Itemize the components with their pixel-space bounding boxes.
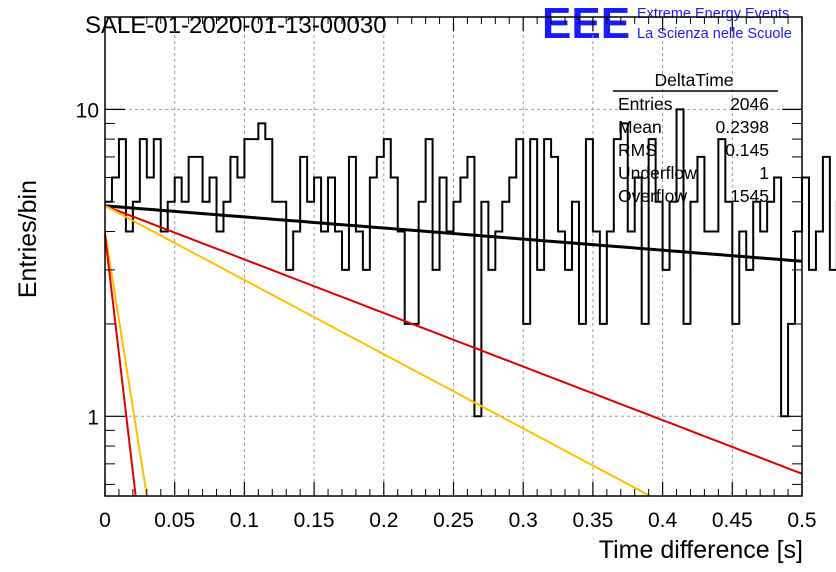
x-tick-label: 0.15	[294, 509, 335, 532]
stats-value: 1545	[730, 186, 769, 206]
stats-value: 0.2398	[715, 117, 769, 137]
eee-logo: EEE	[542, 0, 630, 48]
fit-curve-5	[104, 234, 137, 497]
logo-line-1: Extreme Energy Events	[637, 6, 789, 22]
logo-line-2: La Scienza nelle Scuole	[637, 26, 792, 42]
x-tick-label: 0.2	[369, 509, 398, 532]
y-tick-label: 10	[76, 99, 99, 122]
x-axis-label: Time difference [s]	[599, 536, 803, 564]
x-tick-label: 0.25	[433, 509, 474, 532]
stats-label: Mean	[618, 117, 662, 137]
chart-title: SALE-01-2020-01-13-00030	[85, 12, 387, 39]
stats-label: Underflow	[618, 163, 697, 183]
tick-labels: 0 0.05 0.1 0.15 0.2 0.25 0.3 0.35 0.4 0.45 0.5 1 10	[76, 99, 817, 532]
x-tick-label: 0.45	[712, 509, 753, 532]
tick-marks	[104, 16, 803, 496]
x-tick-label: 0.1	[230, 509, 259, 532]
fit-curve-2	[104, 204, 803, 475]
stats-label: Overflow	[618, 186, 687, 206]
x-tick-label: 0.05	[154, 509, 195, 532]
stats-value: 2046	[730, 94, 769, 114]
stats-value: 1	[759, 163, 769, 183]
stats-box: DeltaTime Entries 2046 Mean 0.2398 RMS 0.145 U…	[613, 70, 778, 206]
y-tick-label: 1	[87, 406, 99, 429]
histogram-outline	[105, 108, 836, 418]
fit-curve-4	[104, 231, 148, 497]
stats-rows: Entries 2046 Mean 0.2398 RMS 0.145 Underflow 1 O…	[618, 94, 769, 206]
x-tick-label: 0.5	[787, 509, 816, 532]
stats-label: RMS	[618, 140, 657, 160]
x-tick-label: 0.4	[648, 509, 678, 532]
fit-curves-layer	[104, 204, 803, 497]
stats-title: DeltaTime	[654, 70, 733, 90]
stats-value: 0.145	[725, 140, 769, 160]
x-tick-label: 0.35	[572, 509, 613, 532]
grid-lines	[105, 17, 802, 496]
fit-curve-3	[104, 204, 651, 497]
fit-curve-1	[104, 204, 803, 263]
x-tick-label: 0.3	[509, 509, 538, 532]
histogram-layer	[105, 108, 836, 418]
stats-label: Entries	[618, 94, 673, 114]
x-tick-label: 0	[99, 509, 111, 532]
y-axis-label: Entries/bin	[14, 180, 42, 298]
